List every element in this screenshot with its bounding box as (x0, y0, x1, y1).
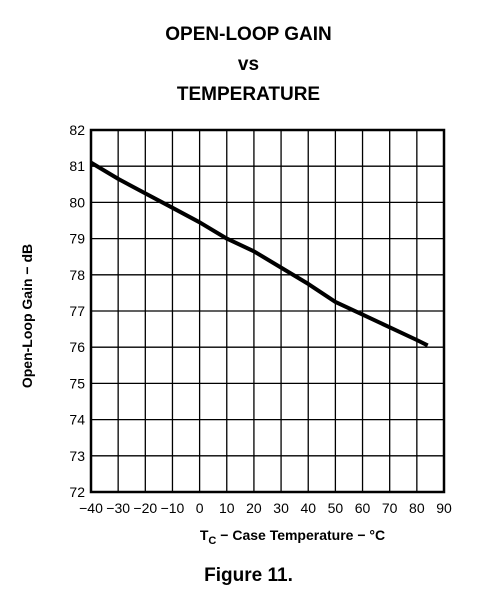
x-axis-label-subscript: C (208, 535, 216, 547)
y-tick-label: 76 (69, 339, 85, 355)
x-tick-label: 0 (196, 500, 204, 516)
plot-frame (89, 128, 446, 494)
x-tick-label: −30 (106, 500, 130, 516)
y-tick-label: 79 (69, 231, 85, 247)
chart-title-line-2: vs (237, 54, 260, 75)
x-tick-label: 30 (273, 500, 289, 516)
y-tick-label: 74 (69, 412, 85, 428)
chart-title-line-1: OPEN-LOOP GAIN (165, 24, 332, 45)
y-tick-label: 78 (69, 267, 85, 283)
x-tick-label: 90 (436, 500, 452, 516)
x-tick-label: 10 (219, 500, 235, 516)
y-tick-label: 81 (69, 158, 85, 174)
x-tick-label: 60 (355, 500, 371, 516)
x-tick-label: 70 (382, 500, 398, 516)
y-tick-label: 77 (69, 303, 85, 319)
x-tick-label: 50 (328, 500, 344, 516)
grid-lines (90, 129, 445, 493)
y-tick-labels: 72 73 74 75 76 77 78 79 80 81 82 (69, 122, 85, 500)
y-tick-label: 72 (69, 484, 85, 500)
x-tick-labels: −40 −30 −20 −10 0 10 20 30 40 50 60 70 80 90 (79, 500, 452, 516)
x-tick-label: −20 (133, 500, 157, 516)
y-tick-label: 80 (69, 194, 85, 210)
x-axis-label-symbol: T (200, 527, 209, 543)
x-tick-label: −10 (161, 500, 185, 516)
x-axis-label: TC − Case Temperature − °C (200, 527, 385, 547)
x-tick-label: 40 (300, 500, 316, 516)
y-axis-label: Open-Loop Gain − dB (19, 244, 35, 388)
y-tick-label: 73 (69, 448, 85, 464)
y-tick-label: 75 (69, 375, 85, 391)
chart-title-line-3: TEMPERATURE (176, 84, 321, 105)
x-tick-label: 80 (409, 500, 425, 516)
y-tick-label: 82 (69, 122, 85, 138)
x-axis-label-rest: − Case Temperature − °C (216, 527, 385, 543)
series-line (89, 160, 429, 348)
x-tick-label: −40 (79, 500, 103, 516)
x-tick-label: 20 (246, 500, 262, 516)
figure-caption: Figure 11. (204, 565, 293, 586)
